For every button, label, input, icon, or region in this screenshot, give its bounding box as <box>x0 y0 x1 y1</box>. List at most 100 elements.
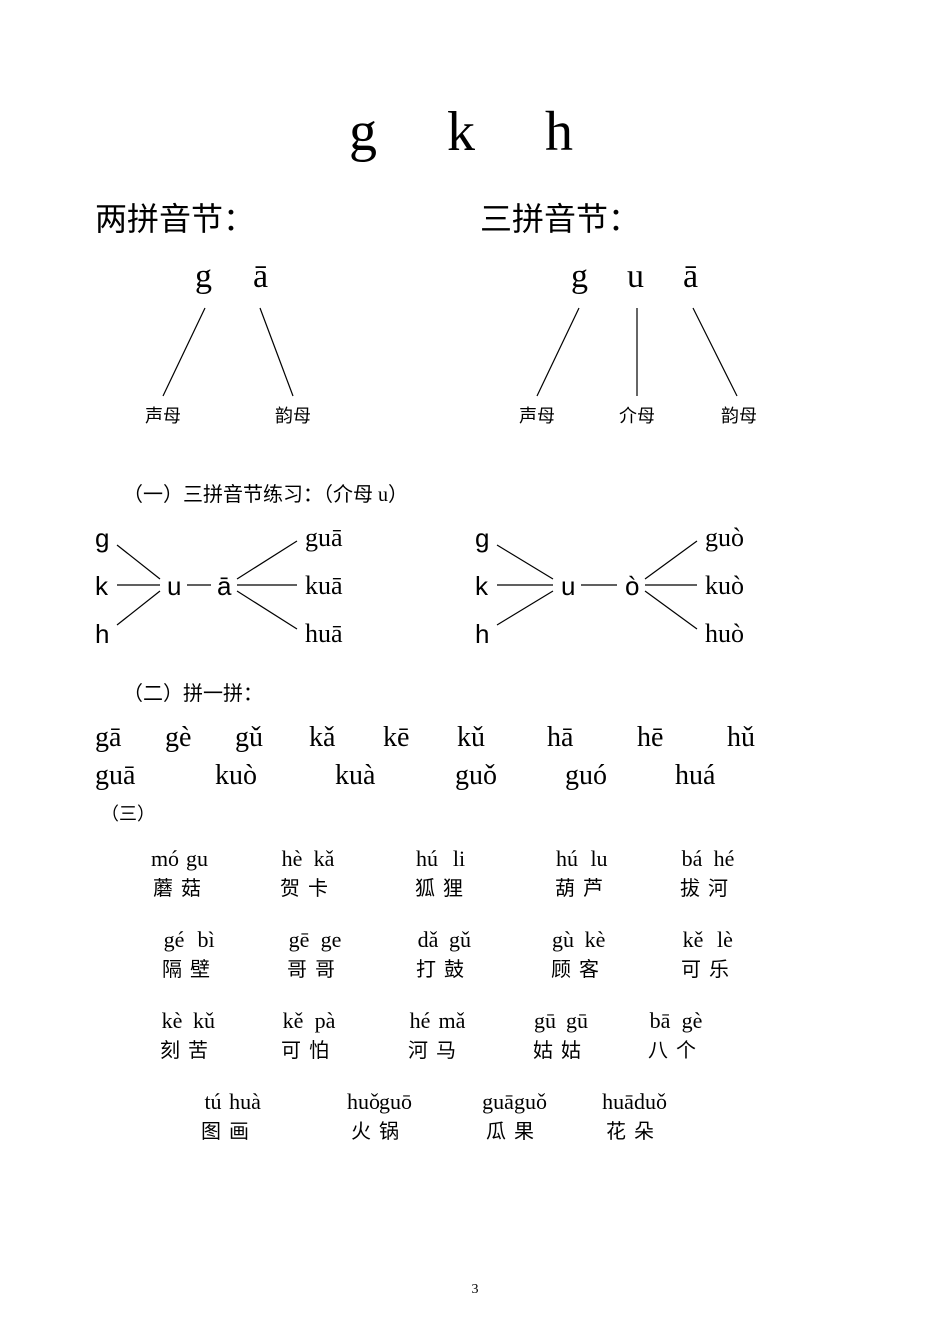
word-pinyin-syl: tú <box>197 1089 229 1115</box>
word-pinyin-syl: dǎ <box>412 927 444 953</box>
diag3-bot2: 介母 <box>619 402 655 428</box>
pin-cell: guó <box>565 760 675 792</box>
word-pinyin-syl: ge <box>315 927 347 953</box>
word-pinyin-syl: hé <box>404 1008 436 1034</box>
word-pinyin-syl: kè <box>579 927 611 953</box>
pin-cell: hǔ <box>727 722 777 754</box>
pin-cell: guǒ <box>455 760 565 792</box>
pin-cell: gǔ <box>235 722 309 754</box>
word-pinyin-syl: hè <box>276 846 308 872</box>
page-number: 3 <box>0 1282 950 1298</box>
word-pinyin-syl: hé <box>708 846 740 872</box>
word-hanzi: 哥哥 <box>251 953 379 982</box>
word-pinyin: guāguǒ <box>449 1089 579 1115</box>
word-cell: hèkǎ贺卡 <box>243 846 373 901</box>
word-pinyin-syl: gū <box>561 1008 593 1034</box>
word-pinyin-syl: gū <box>529 1008 561 1034</box>
word-cell: bāgè八个 <box>621 1008 731 1063</box>
word-pinyin-syl: bá <box>676 846 708 872</box>
word-pinyin: gùkè <box>509 927 649 953</box>
two-syllable-diagram: g ā 声母 韵母 <box>95 258 475 428</box>
word-pinyin-syl: kè <box>156 1008 188 1034</box>
pin-cell: huá <box>675 760 765 792</box>
section3-label: （三） <box>101 800 855 826</box>
pin-cell: gè <box>165 722 235 754</box>
word-hanzi: 狐狸 <box>373 872 513 901</box>
word-pinyin: huǒguō <box>309 1089 449 1115</box>
word-row: mógu蘑菇hèkǎ贺卡húli狐狸húlu葫芦báhé拔河 <box>119 846 855 901</box>
word-hanzi: 八个 <box>621 1034 731 1063</box>
pin-cell: kǎ <box>309 722 383 754</box>
word-cell: hémǎ河马 <box>371 1008 501 1063</box>
words-block: mógu蘑菇hèkǎ贺卡húli狐狸húlu葫芦báhé拔河gébì隔壁gēge… <box>95 846 855 1144</box>
word-pinyin-syl: bā <box>644 1008 676 1034</box>
combo-left: g k h u ā guā kuā huā <box>95 523 475 653</box>
word-pinyin-syl: gu <box>181 846 213 872</box>
word-pinyin: húlu <box>513 846 653 872</box>
pin-row2: guākuòkuàguǒguóhuá <box>95 760 855 792</box>
word-pinyin: hémǎ <box>371 1008 501 1034</box>
word-cell: kěpà可怕 <box>247 1008 371 1063</box>
word-pinyin: gēge <box>251 927 379 953</box>
section2-label: （二）拼一拼： <box>123 677 855 706</box>
word-pinyin-syl: huà <box>229 1089 261 1115</box>
word-pinyin: gūgū <box>501 1008 621 1034</box>
word-cell: húlu葫芦 <box>513 846 653 901</box>
word-hanzi: 火锅 <box>309 1115 449 1144</box>
word-hanzi: 蘑菇 <box>119 872 243 901</box>
word-hanzi: 隔壁 <box>129 953 251 982</box>
word-pinyin-syl: hú <box>551 846 583 872</box>
word-pinyin-syl: huā <box>602 1089 634 1115</box>
page-title: g k h <box>95 100 855 164</box>
cl-lines <box>95 523 475 653</box>
subheads: 两拼音节： 三拼音节： <box>95 194 855 240</box>
pin-cell: gā <box>95 722 165 754</box>
word-pinyin: kěpà <box>247 1008 371 1034</box>
word-hanzi: 姑姑 <box>501 1034 621 1063</box>
word-hanzi: 图画 <box>149 1115 309 1144</box>
word-pinyin-syl: li <box>443 846 475 872</box>
word-pinyin: kèkǔ <box>129 1008 247 1034</box>
word-pinyin-syl: guā <box>482 1089 514 1115</box>
word-pinyin-syl: mǎ <box>436 1008 468 1034</box>
word-hanzi: 可怕 <box>247 1034 371 1063</box>
word-cell: dǎgǔ打鼓 <box>379 927 509 982</box>
word-pinyin-syl: gǔ <box>444 927 476 953</box>
word-pinyin: húli <box>373 846 513 872</box>
word-pinyin-syl: kǔ <box>188 1008 220 1034</box>
three-syllable-diagram: g u ā 声母 介母 韵母 <box>475 258 855 428</box>
word-cell: kèkǔ刻苦 <box>129 1008 247 1063</box>
syllable-diagrams: g ā 声母 韵母 g u ā 声母 介母 韵母 <box>95 258 855 428</box>
word-pinyin: hèkǎ <box>243 846 373 872</box>
pin-cell: kuò <box>215 760 335 792</box>
word-cell: kělè可乐 <box>649 927 769 982</box>
word-hanzi: 可乐 <box>649 953 769 982</box>
word-hanzi: 刻苦 <box>129 1034 247 1063</box>
cr-lines <box>475 523 855 653</box>
word-pinyin: huāduǒ <box>579 1089 689 1115</box>
word-hanzi: 瓜果 <box>449 1115 579 1144</box>
word-pinyin: báhé <box>653 846 763 872</box>
word-cell: huāduǒ花朵 <box>579 1089 689 1144</box>
word-cell: gùkè顾客 <box>509 927 649 982</box>
pin-cell: kǔ <box>457 722 547 754</box>
word-hanzi: 河马 <box>371 1034 501 1063</box>
word-cell: gēge哥哥 <box>251 927 379 982</box>
pin-cell: hā <box>547 722 637 754</box>
pinyin-rows: gāgègǔkǎkēkǔhāhēhǔ guākuòkuàguǒguóhuá <box>95 722 855 792</box>
word-pinyin-syl: kě <box>677 927 709 953</box>
combination-diagrams: g k h u ā guā kuā huā g k h u ò guò <box>95 523 855 653</box>
word-pinyin-syl: gé <box>158 927 190 953</box>
word-pinyin-syl: lu <box>583 846 615 872</box>
sub-right: 三拼音节： <box>470 194 855 240</box>
word-pinyin-syl: gè <box>676 1008 708 1034</box>
word-hanzi: 顾客 <box>509 953 649 982</box>
word-pinyin-syl: guǒ <box>514 1089 546 1115</box>
word-pinyin: túhuà <box>149 1089 309 1115</box>
pin-row1: gāgègǔkǎkēkǔhāhēhǔ <box>95 722 855 754</box>
word-pinyin: dǎgǔ <box>379 927 509 953</box>
pin-cell: guā <box>95 760 215 792</box>
word-pinyin-syl: gē <box>283 927 315 953</box>
combo-right: g k h u ò guò kuò huò <box>475 523 855 653</box>
word-cell: gébì隔壁 <box>129 927 251 982</box>
